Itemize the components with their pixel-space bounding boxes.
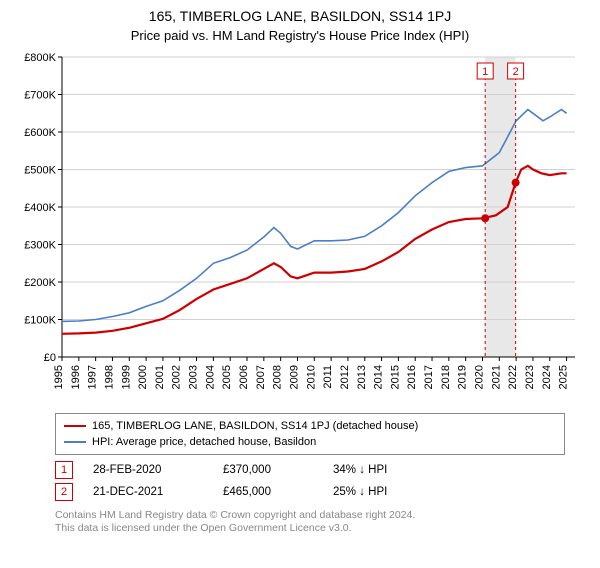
svg-text:2: 2: [513, 66, 519, 78]
svg-text:£500K: £500K: [24, 165, 56, 177]
svg-text:2022: 2022: [507, 365, 519, 389]
sale-marker: 1: [55, 461, 73, 479]
sale-row: 2 21-DEC-2021£465,00025% ↓ HPI: [55, 481, 565, 503]
svg-text:2012: 2012: [339, 365, 351, 389]
footer-line: This data is licensed under the Open Gov…: [55, 522, 565, 535]
svg-text:2007: 2007: [255, 365, 267, 389]
svg-text:2010: 2010: [305, 365, 317, 389]
price-chart: £0 £100K £200K £300K £400K £500K £600K £700K £80…: [10, 47, 590, 407]
sale-date: 21-DEC-2021: [93, 486, 223, 498]
svg-text:£400K: £400K: [24, 202, 56, 214]
sale-pct: 25% ↓ HPI: [333, 486, 453, 498]
svg-text:1997: 1997: [87, 365, 99, 389]
svg-text:2008: 2008: [272, 365, 284, 389]
svg-text:2006: 2006: [238, 365, 250, 389]
footer-attribution: Contains HM Land Registry data © Crown c…: [55, 509, 565, 535]
svg-text:2009: 2009: [288, 365, 300, 389]
svg-text:2016: 2016: [406, 365, 418, 389]
svg-text:1998: 1998: [103, 365, 115, 389]
sale-price: £465,000: [223, 486, 333, 498]
svg-text:£100K: £100K: [24, 315, 56, 327]
svg-text:2018: 2018: [440, 365, 452, 389]
svg-text:2015: 2015: [389, 365, 401, 389]
svg-text:2000: 2000: [137, 365, 149, 389]
svg-text:2024: 2024: [541, 365, 553, 389]
svg-text:1999: 1999: [120, 365, 132, 389]
svg-text:1995: 1995: [53, 365, 65, 389]
sale-marker: 2: [55, 483, 73, 501]
svg-text:2004: 2004: [204, 365, 216, 389]
legend: 165, TIMBERLOG LANE, BASILDON, SS14 1PJ …: [55, 413, 565, 455]
sale-pct: 34% ↓ HPI: [333, 464, 453, 476]
svg-text:2023: 2023: [524, 365, 536, 389]
svg-text:2017: 2017: [423, 365, 435, 389]
sales-table: 1 28-FEB-2020£370,00034% ↓ HPI 2 21-DEC-202…: [55, 459, 565, 503]
page-subtitle: Price paid vs. HM Land Registry's House …: [0, 28, 600, 43]
svg-text:1996: 1996: [70, 365, 82, 389]
page-title: 165, TIMBERLOG LANE, BASILDON, SS14 1PJ: [0, 8, 600, 24]
svg-text:£0: £0: [44, 352, 56, 364]
svg-text:2019: 2019: [457, 365, 469, 389]
footer-line: Contains HM Land Registry data © Crown c…: [55, 509, 565, 522]
svg-text:1: 1: [482, 66, 488, 78]
svg-text:2021: 2021: [490, 365, 502, 389]
legend-item: HPI: Average price, detached house, Basi…: [64, 434, 556, 450]
svg-text:£600K: £600K: [24, 127, 56, 139]
svg-text:2020: 2020: [473, 365, 485, 389]
legend-item: 165, TIMBERLOG LANE, BASILDON, SS14 1PJ …: [64, 418, 556, 434]
sale-row: 1 28-FEB-2020£370,00034% ↓ HPI: [55, 459, 565, 481]
svg-text:2014: 2014: [373, 365, 385, 389]
svg-text:2003: 2003: [188, 365, 200, 389]
svg-text:2002: 2002: [171, 365, 183, 389]
svg-text:£700K: £700K: [24, 90, 56, 102]
svg-text:2025: 2025: [558, 365, 570, 389]
sale-date: 28-FEB-2020: [93, 464, 223, 476]
svg-text:2011: 2011: [322, 365, 334, 389]
svg-text:2005: 2005: [221, 365, 233, 389]
svg-text:£300K: £300K: [24, 240, 56, 252]
legend-swatch: [64, 441, 86, 443]
legend-label: 165, TIMBERLOG LANE, BASILDON, SS14 1PJ …: [92, 418, 418, 434]
svg-text:2013: 2013: [356, 365, 368, 389]
legend-label: HPI: Average price, detached house, Basi…: [92, 434, 316, 450]
legend-swatch: [64, 425, 86, 427]
svg-text:2001: 2001: [154, 365, 166, 389]
svg-text:£800K: £800K: [24, 52, 56, 64]
svg-text:£200K: £200K: [24, 277, 56, 289]
sale-price: £370,000: [223, 464, 333, 476]
